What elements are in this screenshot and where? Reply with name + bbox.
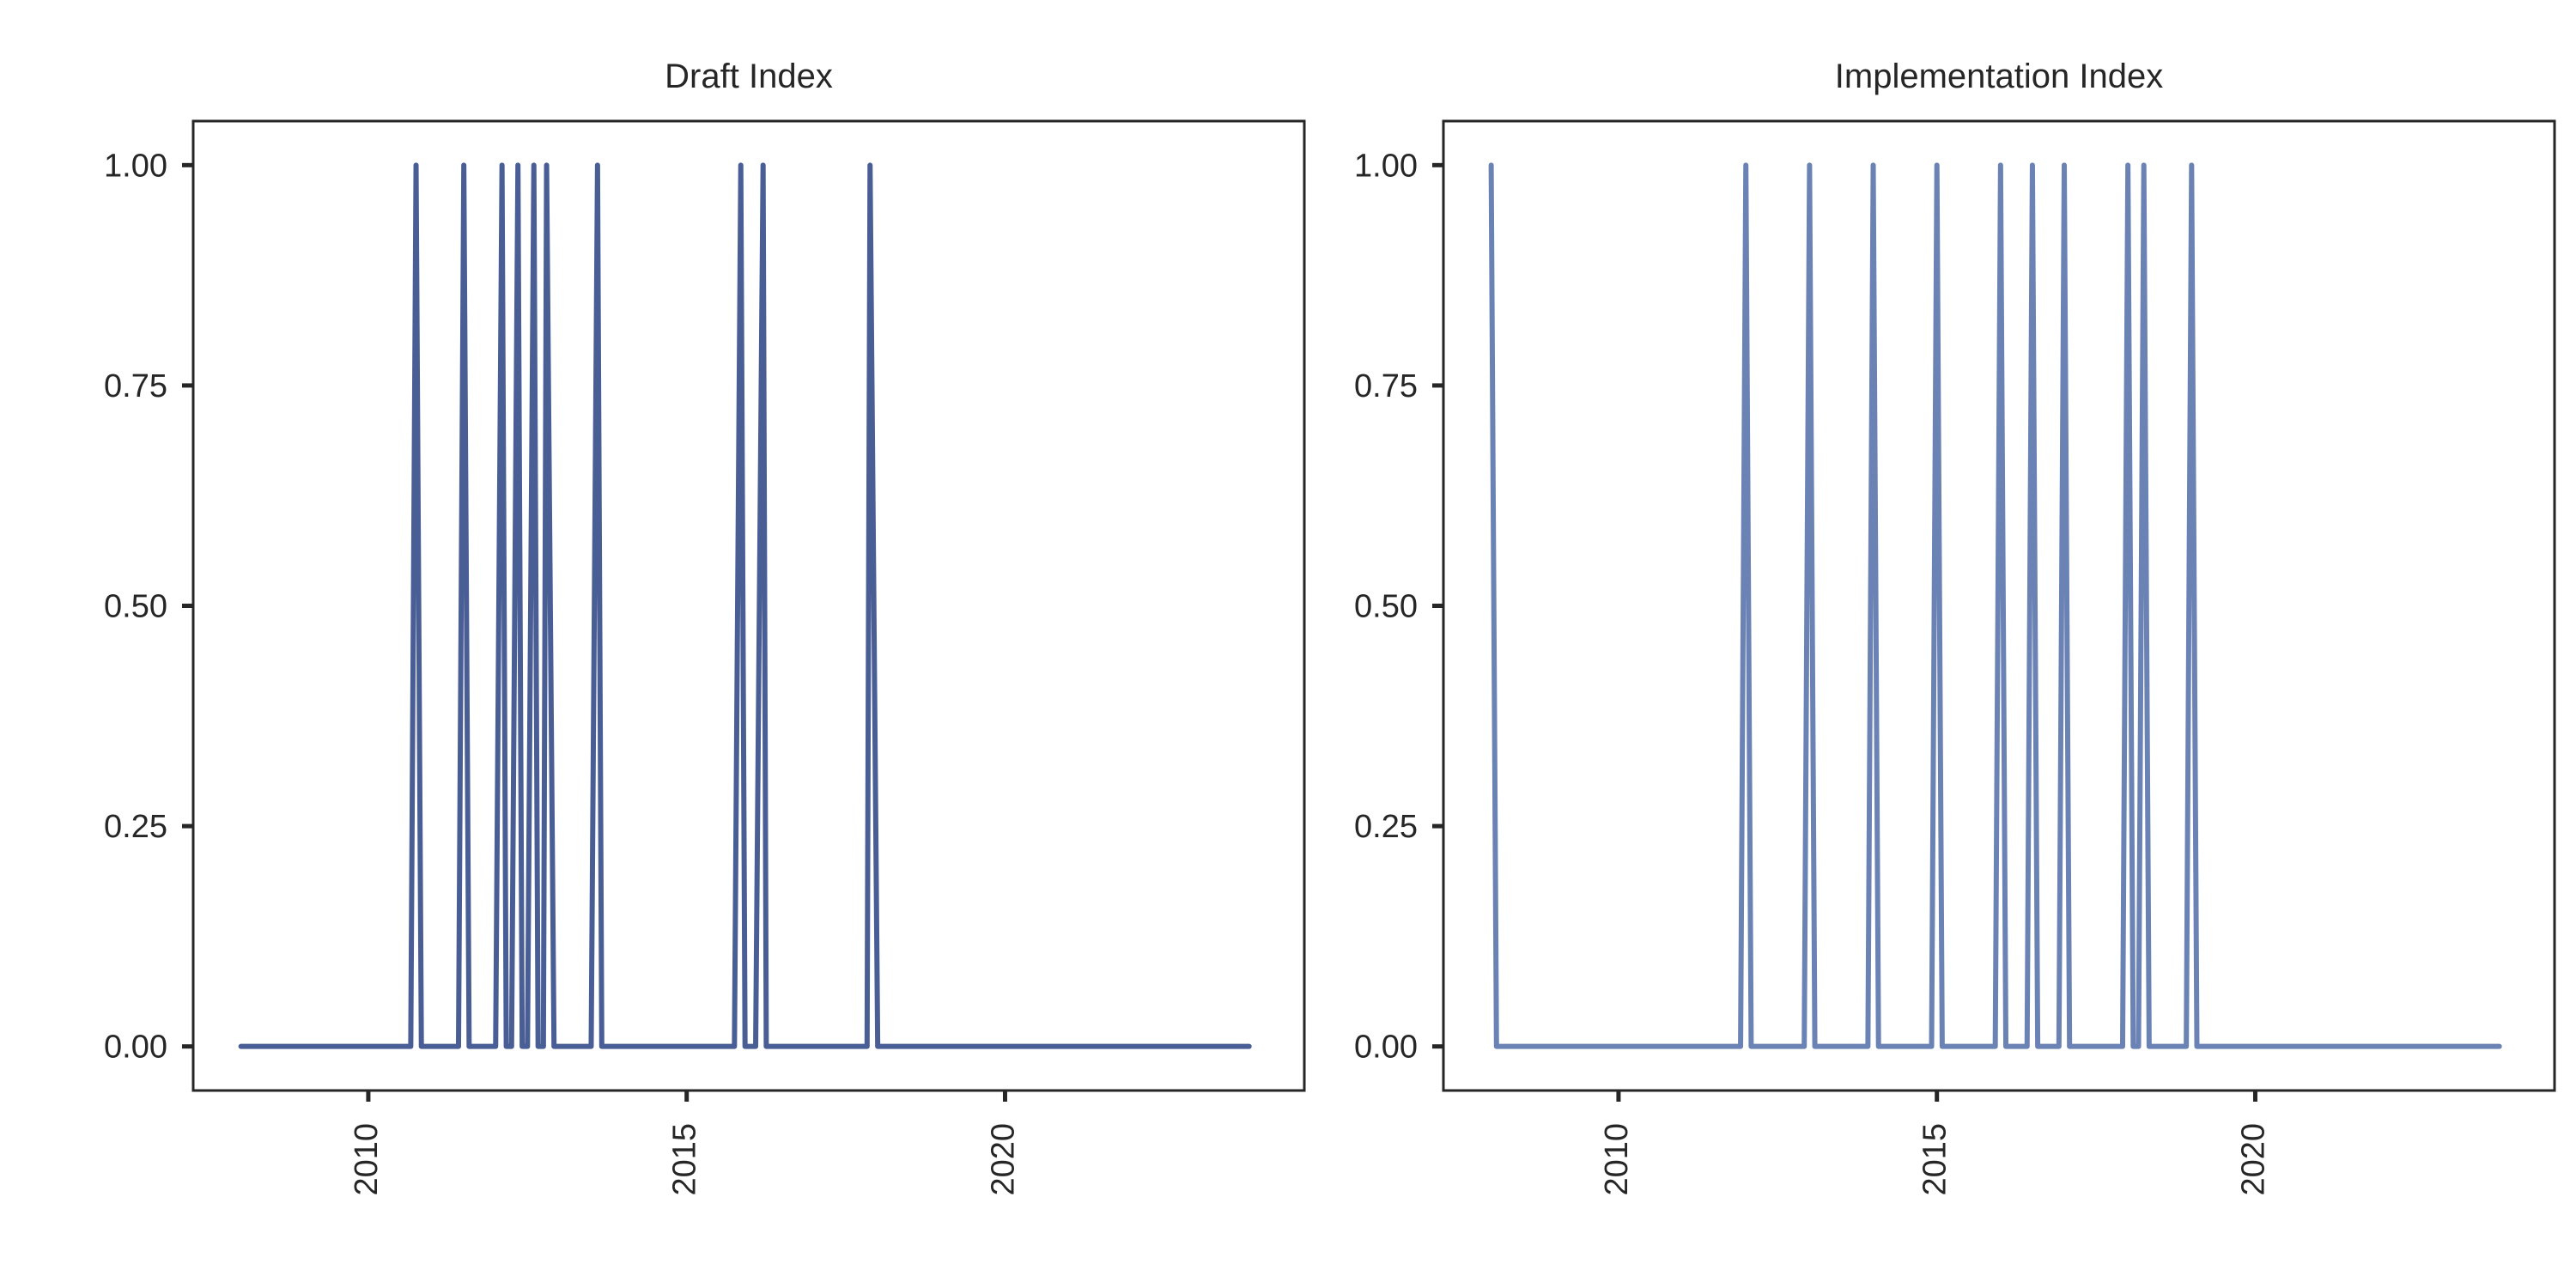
y-tick-label: 0.75 — [104, 368, 167, 404]
y-tick-label: 0.00 — [1354, 1030, 1418, 1066]
x-tick-label: 2020 — [986, 1123, 1022, 1196]
y-tick-label: 0.75 — [1354, 368, 1418, 404]
x-tick-label: 2015 — [667, 1123, 703, 1196]
x-tick-label: 2015 — [1917, 1123, 1953, 1196]
y-tick-label: 0.00 — [104, 1030, 167, 1066]
chart-panel-implementation-index: Implementation Index 0.00 0.25 0.50 0.75 1.0… — [1354, 58, 2556, 1196]
chart-title: Draft Index — [665, 58, 833, 95]
x-tick-label: 2010 — [1599, 1123, 1635, 1196]
x-tick-label: 2020 — [2236, 1123, 2272, 1196]
y-tick-label: 1.00 — [1354, 148, 1418, 184]
x-axis: 2010 2015 2020 — [349, 1091, 1022, 1196]
plot-frame — [191, 119, 1306, 1092]
y-tick-label: 0.50 — [104, 589, 167, 625]
y-tick-label: 1.00 — [104, 148, 167, 184]
y-tick-label: 0.25 — [1354, 809, 1418, 845]
chart-title: Implementation Index — [1835, 58, 2163, 95]
series-line-draft-index — [238, 162, 1252, 1049]
series-line-implementation-index — [1488, 162, 2502, 1049]
chart-panel-draft-index: Draft Index 0.000.250.500.751.00 2010 201… — [104, 58, 1306, 1196]
x-tick-label: 2010 — [349, 1123, 385, 1196]
y-axis: 0.00 0.25 0.50 0.75 1.00 — [1354, 148, 1443, 1066]
y-tick-label: 0.50 — [1354, 589, 1418, 625]
x-axis: 2010 2015 2020 — [1599, 1091, 2272, 1196]
y-tick-label: 0.25 — [104, 809, 167, 845]
y-axis: 0.00 0.25 0.50 0.75 1.00 — [104, 148, 193, 1066]
